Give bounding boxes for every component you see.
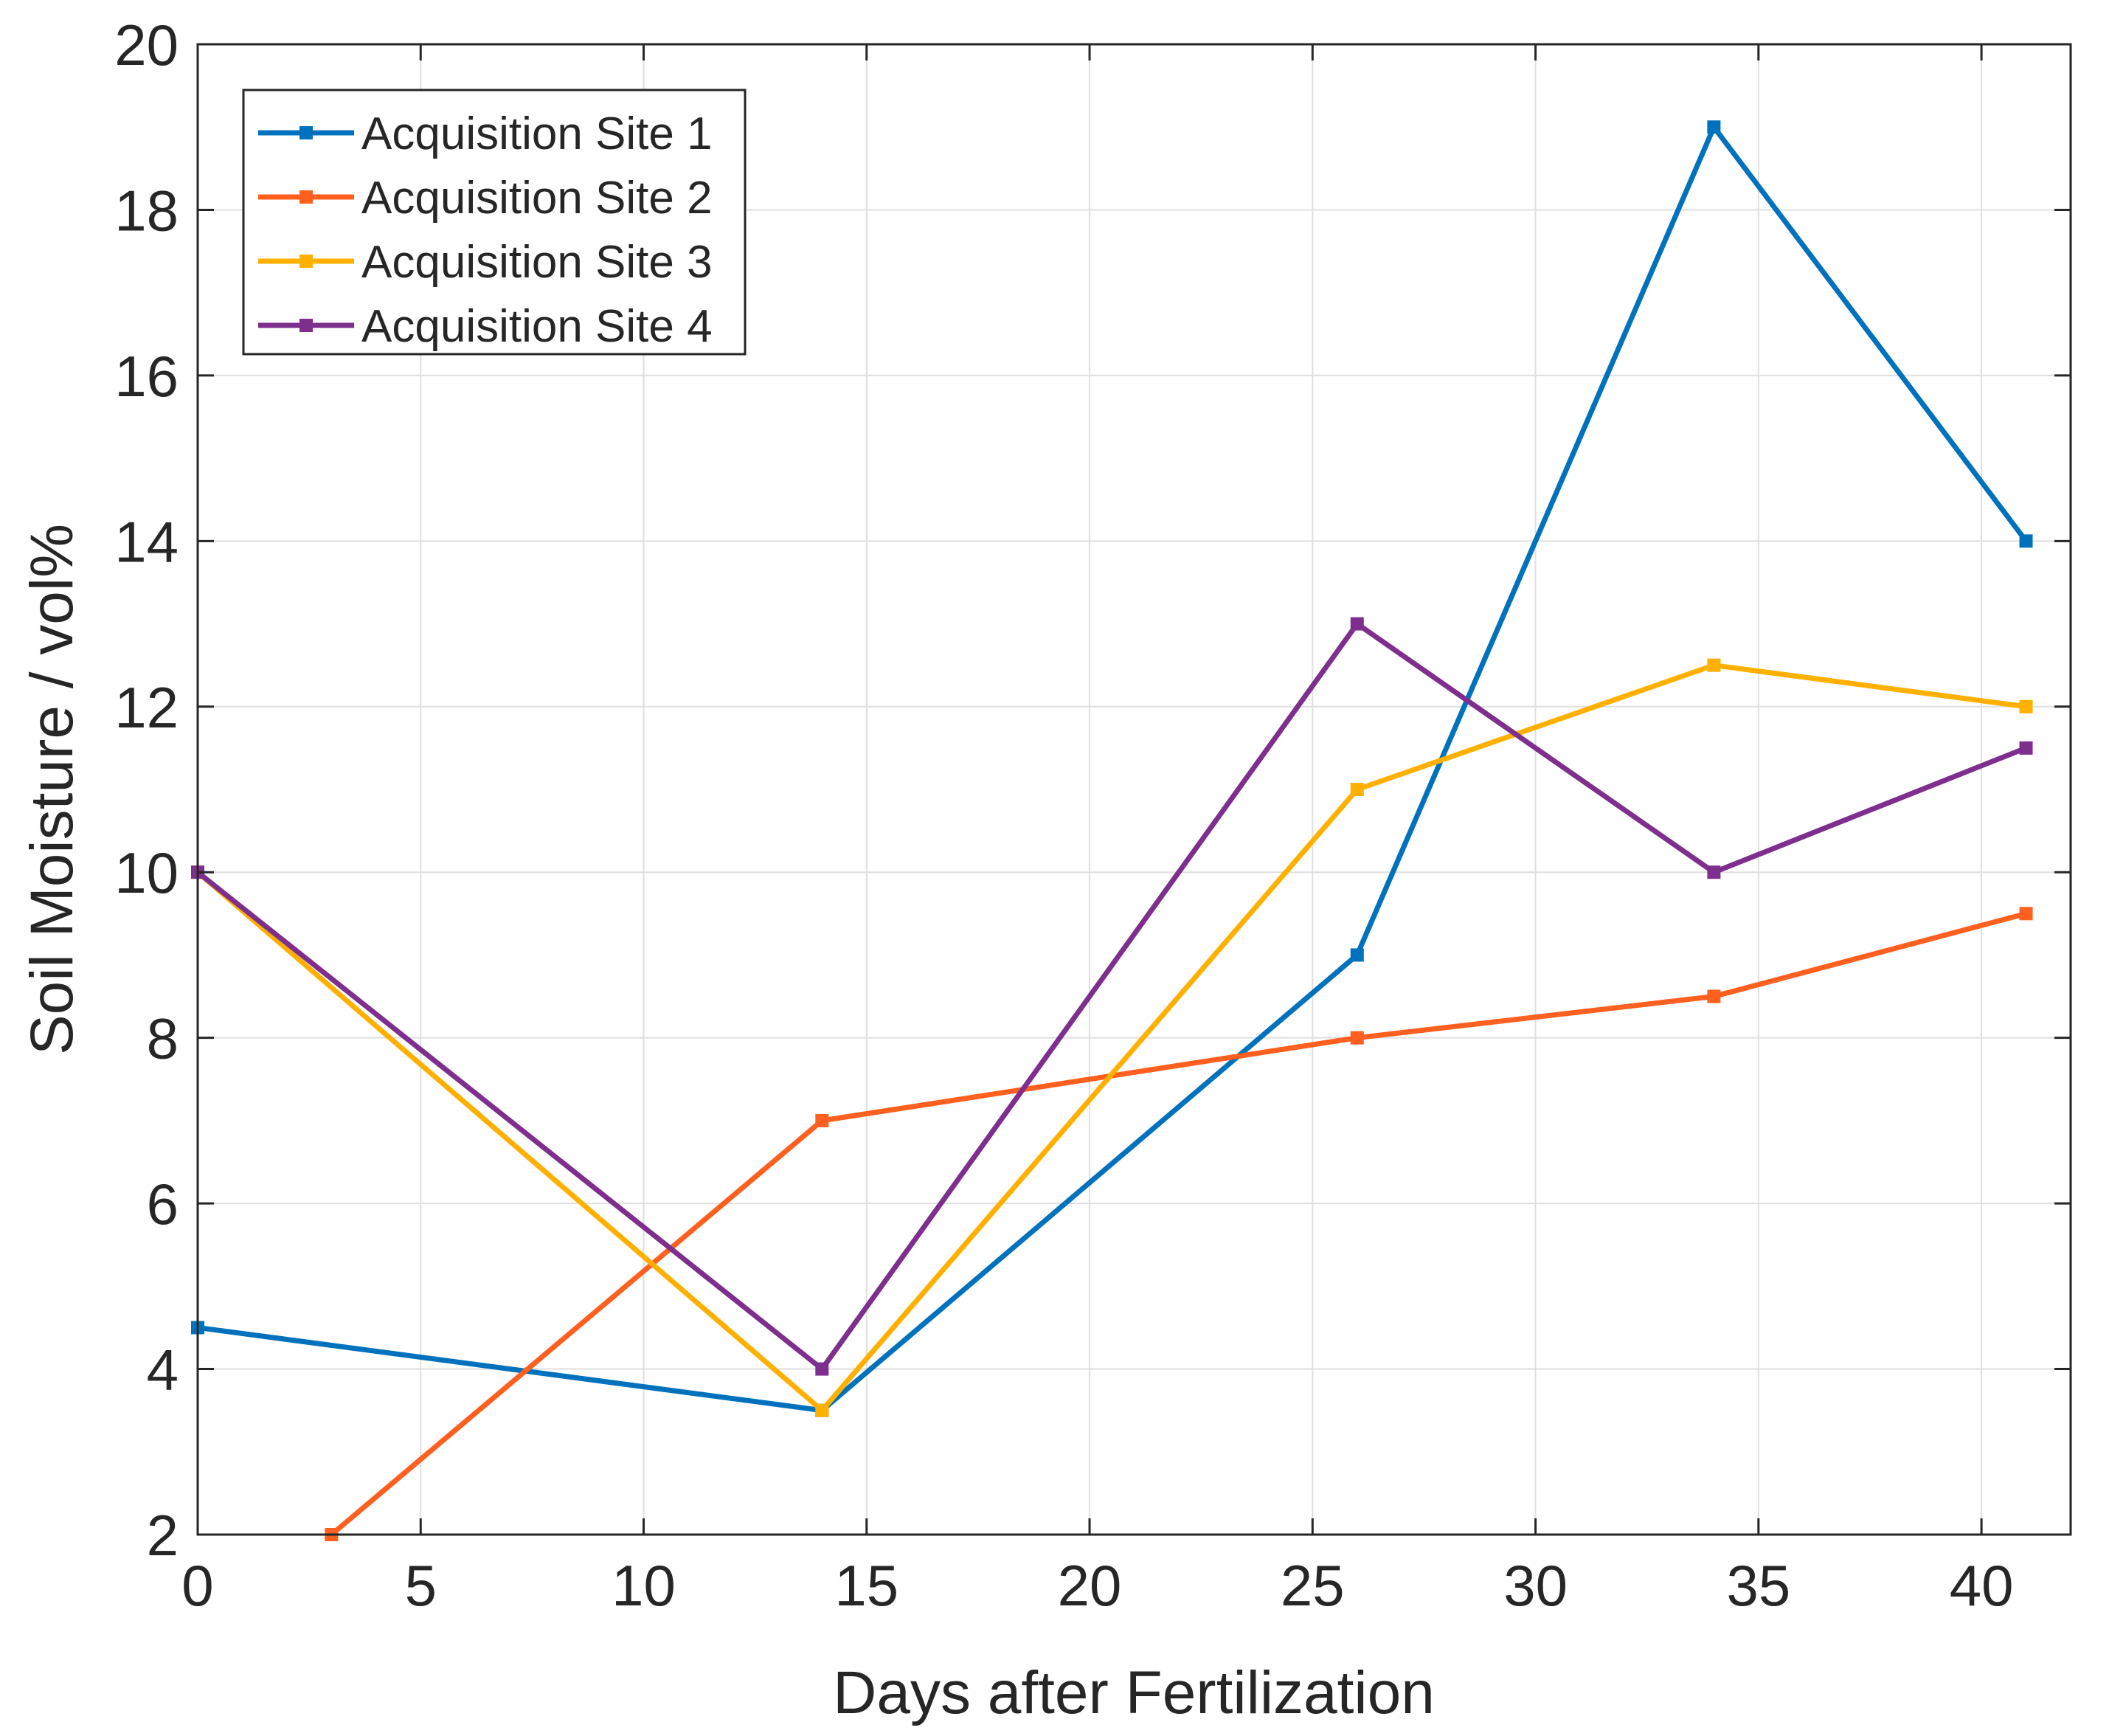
y-tick-label: 18 [114,178,179,243]
legend-item: Acquisition Site 3 [258,237,713,288]
data-point [2019,907,2033,921]
legend-label: Acquisition Site 3 [361,237,713,288]
y-tick-label: 12 [114,675,179,740]
plot-frame [196,43,2072,1536]
x-tick-label: 0 [181,1553,213,1618]
data-point [815,1403,829,1417]
legend-marker [299,126,313,139]
data-point [1707,865,1721,879]
y-tick-label: 4 [147,1338,179,1403]
data-point [1350,948,1364,962]
legend-item: Acquisition Site 4 [258,301,713,352]
data-point [1707,120,1721,134]
x-tick-label: 40 [1950,1553,2014,1618]
y-tick-label: 20 [114,13,179,77]
legend-label: Acquisition Site 2 [361,173,713,224]
legend-marker [299,190,313,204]
data-point [1707,989,1721,1003]
legend-item: Acquisition Site 1 [258,108,713,159]
legend-marker [299,319,313,332]
x-tick-label: 20 [1058,1553,1122,1618]
y-tick-label: 10 [114,840,179,905]
series-site-3 [191,658,2033,1417]
data-point [815,1362,829,1376]
legend-marker [299,255,313,268]
axis-ticks: 0 5 10 15 20 25 30 35 40 2 4 6 8 10 12 14 16 18 20 [114,13,2071,1618]
x-tick-label: 25 [1281,1553,1345,1618]
data-point [2019,699,2033,713]
data-point [1707,658,1721,672]
legend: Acquisition Site 1 Acquisition Site 2 Acqu… [242,89,747,356]
y-tick-label: 14 [114,509,179,574]
y-tick-label: 8 [147,1006,179,1071]
data-point [2019,534,2033,548]
y-tick-label: 16 [114,344,179,409]
legend-label: Acquisition Site 4 [361,301,713,352]
series-site-4 [191,617,2033,1376]
x-tick-label: 35 [1726,1553,1790,1618]
legend-label: Acquisition Site 1 [361,108,713,159]
x-tick-label: 30 [1503,1553,1568,1618]
y-axis-label: Soil Moisture / vol% [18,524,86,1055]
data-point [815,1113,829,1127]
y-tick-label: 6 [147,1172,179,1237]
data-point [1350,617,1364,631]
data-point [1350,1031,1364,1045]
x-axis-label: Days after Fertilization [833,1659,1435,1726]
legend-item: Acquisition Site 2 [258,173,713,224]
series-lines [191,120,2033,1541]
data-point [2019,741,2033,755]
x-tick-label: 5 [405,1553,437,1618]
data-point [1350,783,1364,796]
x-tick-label: 10 [612,1553,676,1618]
x-tick-label: 15 [834,1553,898,1618]
y-tick-label: 2 [147,1503,179,1568]
